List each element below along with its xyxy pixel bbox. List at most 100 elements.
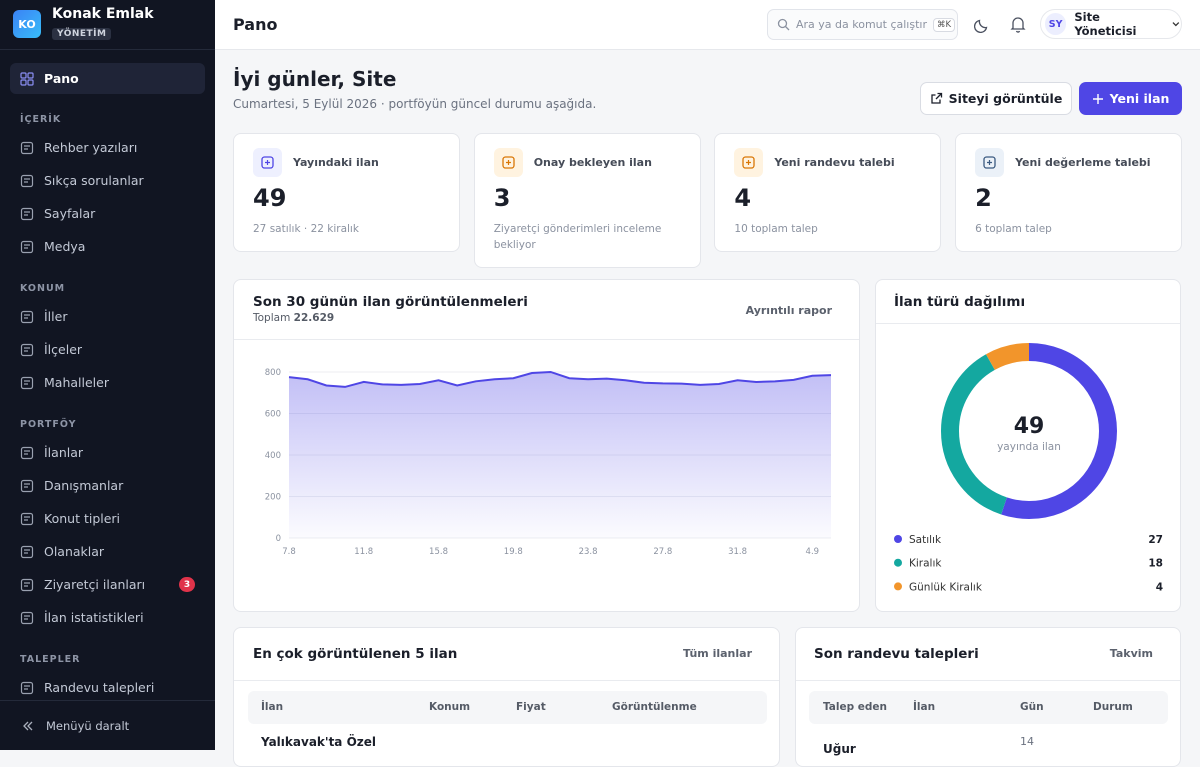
nav-icon bbox=[20, 578, 34, 591]
stat-note: Ziyaretçi gönderimleri inceleme bekliyor bbox=[493, 223, 662, 251]
appointments-card: Son randevu talepleri Takvim Talep eden … bbox=[795, 627, 1181, 767]
nav-item[interactable]: Pano bbox=[10, 63, 205, 94]
nav-item[interactable]: Medya bbox=[10, 230, 205, 263]
nav-item[interactable]: Rehber yazıları bbox=[10, 131, 205, 164]
brand-badge: YÖNETİM bbox=[52, 28, 112, 40]
nav-item[interactable]: İlanlar bbox=[10, 436, 205, 469]
nav-badge: 3 bbox=[179, 577, 195, 592]
legend-dot bbox=[894, 558, 902, 567]
search-box[interactable]: Ara ya da komut çalıştır ⌘K bbox=[767, 9, 958, 40]
nav-icon bbox=[20, 611, 34, 624]
donut-segment bbox=[941, 343, 1117, 519]
nav-item[interactable]: Danışmanlar bbox=[10, 469, 205, 502]
sidebar: KO Konak Emlak YÖNETİM Pano İÇERİK Rehber … bbox=[0, 0, 215, 750]
listing-cell[interactable]: Yalıkavak'ta Özel bbox=[261, 735, 377, 749]
nav-item[interactable]: Konut tipleri bbox=[10, 502, 205, 535]
nav-icon bbox=[20, 512, 34, 525]
nav-icon bbox=[20, 681, 34, 694]
x-tick-label: 4.9 bbox=[806, 547, 820, 557]
icon-shape bbox=[20, 611, 34, 624]
brand-name: Konak Emlak bbox=[52, 6, 154, 22]
icon-shape bbox=[20, 310, 34, 323]
nav-label: Konut tipleri bbox=[44, 511, 121, 526]
logo: KO bbox=[13, 10, 41, 38]
icon-shape bbox=[20, 207, 34, 220]
legend-label: Kiralık bbox=[909, 558, 942, 570]
nav-item[interactable]: İlan istatistikleri bbox=[10, 601, 205, 634]
views-card: Son 30 günün ilan görüntülenmeleri Topla… bbox=[233, 279, 860, 612]
theme-toggle[interactable] bbox=[974, 17, 990, 33]
calendar-link[interactable]: Takvim bbox=[1109, 647, 1153, 660]
legend-value: 18 bbox=[1148, 558, 1163, 570]
greeting-title: İyi günler, Site bbox=[233, 67, 397, 91]
nav-icon bbox=[20, 479, 34, 492]
report-link[interactable]: Ayrıntılı rapor bbox=[745, 304, 832, 317]
stat-label: Yeni randevu talebi bbox=[774, 156, 895, 169]
legend-dot bbox=[894, 535, 902, 543]
nav-item[interactable]: Mahalleler bbox=[10, 366, 205, 399]
nav-item[interactable]: İller bbox=[10, 300, 205, 333]
all-listings-link[interactable]: Tüm ilanlar bbox=[683, 647, 752, 660]
stat-card: Yeni randevu talebi 4 10 toplam talep bbox=[714, 133, 942, 252]
x-tick-label: 27.8 bbox=[653, 547, 672, 557]
requester-cell: Uğur bbox=[823, 742, 856, 756]
nav-item[interactable]: İlçeler bbox=[10, 333, 205, 366]
nav-item[interactable]: Sayfalar bbox=[10, 197, 205, 230]
icon-shape bbox=[20, 71, 27, 79]
divider bbox=[234, 339, 859, 340]
nav-label: İlanlar bbox=[44, 445, 84, 460]
nav-section-title: İÇERİK bbox=[20, 114, 62, 125]
page-title: Pano bbox=[233, 15, 278, 34]
stat-card: Onay bekleyen ilan 3 Ziyaretçi gönderimler… bbox=[473, 133, 701, 268]
nav-label: İlçeler bbox=[44, 342, 83, 357]
greeting-subtitle: Cumartesi, 5 Eylül 2026 · portföyün günc… bbox=[233, 97, 597, 111]
new-listing-button[interactable]: Yeni ilan bbox=[1079, 82, 1182, 115]
table-header: Talep eden İlan Gün Durum bbox=[809, 691, 1168, 724]
y-tick-label: 400 bbox=[265, 451, 281, 461]
topbar: Pano Ara ya da komut çalıştır ⌘K SY Site… bbox=[215, 0, 1200, 50]
nav-label: İller bbox=[44, 309, 68, 324]
icon-shape bbox=[20, 446, 34, 459]
nav-label: Ziyaretçi ilanları bbox=[44, 577, 146, 592]
nav-label: Sayfalar bbox=[44, 206, 96, 221]
view-site-button[interactable]: Siteyi görüntüle bbox=[920, 82, 1072, 115]
nav-label: Mahalleler bbox=[44, 375, 109, 390]
stat-icon bbox=[493, 148, 523, 177]
type-chart: Satılık 27 Kiralık 18 Günlük Kiralık 4 49 yayın… bbox=[894, 343, 1163, 593]
icon-shape bbox=[265, 160, 270, 165]
user-menu[interactable]: SY Site Yöneticisi bbox=[1040, 9, 1182, 39]
icon-shape bbox=[24, 482, 30, 488]
nav-item[interactable]: Ziyaretçi ilanları 3 bbox=[10, 568, 205, 601]
icon-shape bbox=[20, 681, 34, 694]
y-tick-label: 0 bbox=[276, 534, 281, 544]
nav-icon bbox=[20, 207, 34, 220]
icon-shape bbox=[27, 78, 34, 86]
nav-icon bbox=[20, 141, 34, 154]
nav-icon bbox=[20, 376, 34, 389]
nav-section-title: KONUM bbox=[20, 283, 66, 294]
nav-label: İlan istatistikleri bbox=[44, 610, 144, 625]
icon-shape bbox=[24, 379, 30, 385]
stat-value: 3 bbox=[493, 184, 511, 212]
x-tick-label: 7.8 bbox=[282, 547, 296, 557]
nav-icon bbox=[20, 446, 34, 459]
collapse-button[interactable]: Menüyü daralt bbox=[0, 700, 215, 750]
nav-item[interactable]: Olanaklar bbox=[10, 535, 205, 568]
icon-shape bbox=[505, 160, 511, 165]
nav-item[interactable]: Randevu talepleri bbox=[10, 671, 205, 704]
icon-shape bbox=[502, 156, 515, 169]
nav-item[interactable]: Sıkça sorulanlar bbox=[10, 164, 205, 197]
stat-label: Onay bekleyen ilan bbox=[533, 156, 652, 169]
top-listings-title: En çok görüntülenen 5 ilan bbox=[253, 646, 458, 662]
donut-center-label: yayında ilan bbox=[997, 441, 1061, 453]
shortcut: ⌘K bbox=[932, 17, 956, 32]
notifications[interactable] bbox=[1010, 16, 1026, 33]
icon bbox=[742, 156, 756, 169]
column-header: İlan bbox=[913, 701, 936, 713]
search-icon bbox=[777, 18, 790, 31]
collapse-icon bbox=[23, 721, 33, 730]
area-line bbox=[288, 370, 832, 388]
column-header: İlan bbox=[261, 701, 284, 713]
icon-shape bbox=[24, 515, 30, 521]
nav-icon bbox=[20, 240, 34, 253]
